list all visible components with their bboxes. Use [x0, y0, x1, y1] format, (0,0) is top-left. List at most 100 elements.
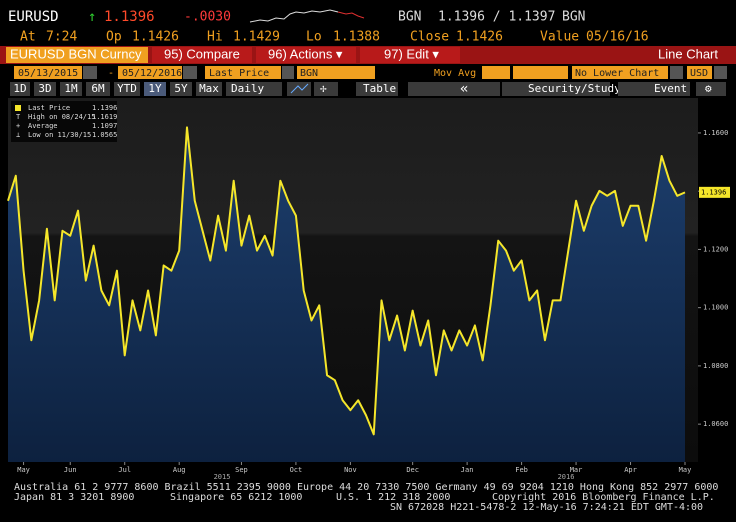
period-label: 3D	[38, 82, 51, 95]
dropdown[interactable]	[687, 66, 712, 79]
period-button[interactable]	[170, 82, 192, 96]
button[interactable]	[226, 82, 282, 96]
legend-icon: ⊥	[16, 131, 20, 139]
legend-value: 1.0565	[92, 131, 117, 139]
sparkline	[249, 9, 339, 23]
last-price-tag	[699, 186, 730, 198]
icon	[290, 83, 309, 94]
label: Op	[106, 30, 122, 45]
button-label: Table	[363, 82, 396, 95]
footer-text: SN 672028 H221-5478-2 12-May-16 7:24:21 …	[390, 502, 703, 513]
year-label: 2016	[558, 473, 575, 481]
period-button[interactable]	[144, 82, 166, 96]
input[interactable]	[118, 66, 182, 79]
button[interactable]	[256, 47, 356, 63]
period-button[interactable]	[60, 82, 82, 96]
x-tick-label: Dec	[406, 466, 419, 474]
value: 1.1388	[333, 30, 380, 45]
view-name: Line Chart	[658, 46, 718, 61]
y-tick-label: 1.1000	[703, 304, 728, 312]
x-tick-label: Feb	[515, 466, 528, 474]
dropdown-button[interactable]	[670, 66, 683, 79]
period-label: YTD	[117, 82, 137, 95]
x-tick-label: May	[679, 466, 692, 474]
x-tick-label: Mar	[570, 466, 583, 474]
last-price-tag-label: 1.1396	[701, 188, 726, 196]
sparkline-tail	[337, 11, 365, 19]
legend-icon: T	[16, 113, 21, 121]
period-label: 1Y	[148, 82, 162, 95]
x-tick-label: Jan	[461, 466, 474, 474]
x-tick-label: Jun	[64, 466, 77, 474]
input-text: Last Price	[209, 68, 269, 79]
button-label: 96) Actions ▾	[268, 46, 343, 61]
legend-value: 1.1619	[92, 113, 117, 121]
footer-text: U.S. 1 212 318 2000	[336, 492, 450, 503]
label: Value	[540, 30, 579, 45]
last-price: 1.1396	[104, 9, 155, 25]
input[interactable]	[297, 66, 375, 79]
crosshair-tool[interactable]	[314, 82, 338, 96]
footer-text: Japan 81 3 3201 8900	[14, 492, 134, 503]
input[interactable]	[14, 66, 82, 79]
footer-text: Copyright 2016 Bloomberg Finance L.P.	[492, 492, 715, 503]
dropdown-button[interactable]	[714, 66, 727, 79]
legend-label: Low on 11/30/15	[28, 131, 91, 139]
footer-text: Australia 61 2 9777 8600 Brazil 5511 239…	[14, 482, 718, 493]
change-arrow: ↑	[88, 9, 96, 25]
area-fill	[8, 127, 685, 462]
value: 05/16/16	[586, 30, 649, 45]
button[interactable]	[356, 82, 398, 96]
period-button[interactable]	[10, 82, 30, 96]
button-label: 97) Edit ▾	[384, 46, 439, 61]
legend-swatch	[15, 105, 21, 111]
x-tick-label: Jul	[118, 466, 131, 474]
calendar-button[interactable]	[183, 66, 197, 79]
period-label: 6M	[91, 82, 105, 95]
period-label: 5Y	[174, 82, 188, 95]
period-label: Max	[199, 82, 219, 95]
period-label: 1D	[13, 82, 26, 95]
dropdown[interactable]	[572, 66, 668, 79]
y-tick-label: 1.0600	[703, 420, 728, 428]
button-label: 95) Compare	[164, 46, 240, 61]
button-label: «	[460, 81, 468, 97]
price-line	[7, 126, 686, 436]
period-button[interactable]	[34, 82, 56, 96]
x-tick-label: Aug	[173, 466, 186, 474]
input[interactable]	[482, 66, 510, 79]
button[interactable]	[618, 82, 690, 96]
button[interactable]	[360, 47, 460, 63]
calendar-button[interactable]	[83, 66, 97, 79]
value: 1.1426	[456, 30, 503, 45]
period-button[interactable]	[196, 82, 222, 96]
dropdown-button[interactable]	[282, 66, 294, 79]
period-button[interactable]	[114, 82, 140, 96]
period-button[interactable]	[86, 82, 110, 96]
legend-label: Last Price	[28, 104, 70, 112]
button[interactable]	[502, 82, 610, 96]
line-tool[interactable]	[287, 82, 311, 96]
price-source: BGN	[562, 10, 585, 25]
frequency: Daily	[231, 82, 264, 95]
year-label: 2015	[214, 473, 231, 481]
button[interactable]	[152, 47, 252, 63]
input[interactable]	[513, 66, 568, 79]
y-tick-label: 1.1200	[703, 245, 728, 253]
legend-label: Average	[28, 122, 58, 130]
legend-value: 1.1396	[92, 104, 117, 112]
field-label: Mov Avg	[434, 68, 476, 79]
security-box[interactable]	[6, 47, 148, 63]
dropdown[interactable]	[205, 66, 281, 79]
value: 1.1426	[132, 30, 179, 45]
footer-text: Singapore 65 6212 1000	[170, 492, 302, 503]
settings-button[interactable]	[696, 82, 726, 96]
value: 7:24	[46, 30, 77, 45]
bid-ask: 1.1396 / 1.1397	[438, 10, 555, 25]
legend	[11, 101, 117, 142]
x-tick-label: May	[17, 466, 30, 474]
input-text: USD	[690, 68, 708, 79]
button[interactable]	[408, 82, 500, 96]
